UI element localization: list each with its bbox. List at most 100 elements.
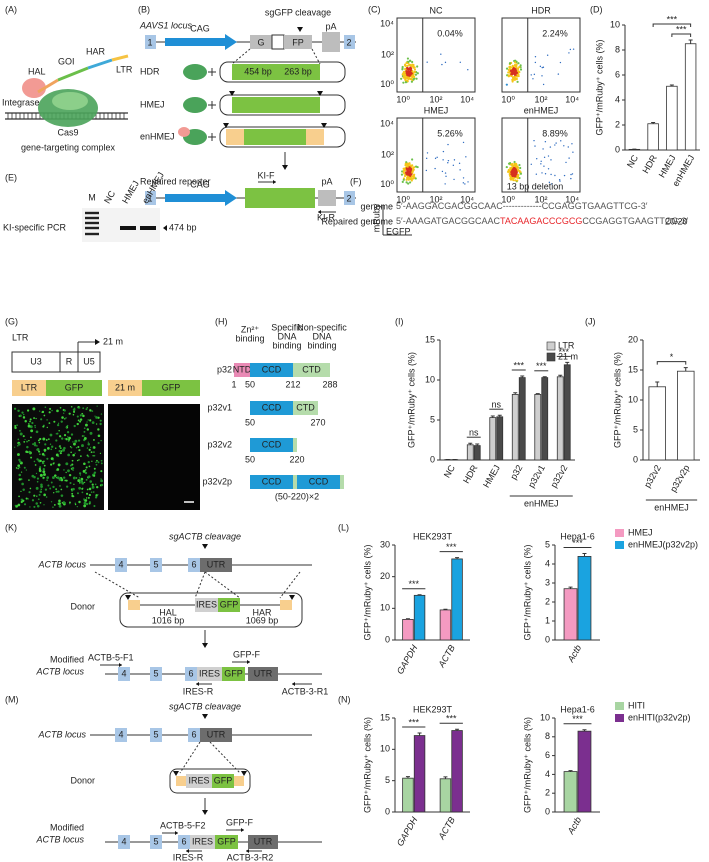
cell xyxy=(59,485,61,487)
cell xyxy=(14,424,17,427)
arrow-head xyxy=(241,828,244,832)
cut-marker xyxy=(202,714,208,719)
event-dot xyxy=(444,172,447,174)
label: 6 xyxy=(188,668,193,678)
event-dot xyxy=(507,170,510,173)
sequence-part: ------------- xyxy=(503,201,542,211)
bar xyxy=(518,377,526,461)
event-dot xyxy=(519,166,522,170)
event-dot xyxy=(514,179,517,182)
cell xyxy=(25,450,28,454)
significance-label: *** xyxy=(446,542,457,552)
label: enHMEJ xyxy=(524,105,559,115)
event-dot xyxy=(554,174,556,177)
cell xyxy=(60,420,63,423)
cell xyxy=(14,504,17,507)
cell xyxy=(26,445,29,449)
cell xyxy=(28,423,30,425)
label: 6 xyxy=(181,836,186,846)
arrow-head xyxy=(247,660,250,664)
cell xyxy=(20,471,23,473)
cell xyxy=(90,446,92,448)
label: sgGFP cleavage xyxy=(265,7,331,17)
event-dot xyxy=(442,150,445,153)
cell xyxy=(20,490,22,492)
significance-label: ns xyxy=(469,428,479,438)
exon xyxy=(188,558,200,572)
cell xyxy=(35,486,39,490)
error-bar xyxy=(417,594,422,596)
significance-label: *** xyxy=(676,24,687,34)
y-tick-label: 15 xyxy=(628,364,638,374)
cell xyxy=(46,426,48,429)
cell xyxy=(37,498,40,501)
exon xyxy=(197,667,222,681)
domain xyxy=(250,438,293,452)
ladder-band xyxy=(85,232,99,236)
cell xyxy=(43,493,46,497)
cell xyxy=(28,479,30,481)
bar xyxy=(451,558,463,641)
event-dot xyxy=(406,57,410,60)
cell xyxy=(87,419,89,421)
label: binding xyxy=(235,333,264,343)
cell xyxy=(99,422,102,426)
tick-label: 10² xyxy=(381,149,394,159)
panel-label: (B) xyxy=(138,4,150,14)
cell xyxy=(30,456,33,459)
cell xyxy=(30,429,34,433)
cell xyxy=(79,420,82,423)
event-dot xyxy=(400,77,403,80)
label: CCD xyxy=(262,476,282,486)
bar xyxy=(451,730,463,813)
event-dot xyxy=(403,76,406,79)
label: 212 xyxy=(285,379,300,389)
event-dot xyxy=(516,179,519,182)
box xyxy=(245,188,315,208)
label: HDR xyxy=(140,66,160,76)
cell xyxy=(67,440,70,442)
event-dot xyxy=(412,166,416,169)
panel-label: (D) xyxy=(590,4,603,14)
significance-label: * xyxy=(670,352,674,362)
bar xyxy=(534,393,542,461)
label: HMEJ xyxy=(140,99,165,109)
axis-label: EGFP xyxy=(386,226,411,236)
cell xyxy=(14,446,16,448)
cell xyxy=(58,430,60,432)
cell xyxy=(31,474,35,478)
event-dot xyxy=(532,78,534,80)
panel-label: (M) xyxy=(5,694,19,704)
panel-label: (A) xyxy=(5,4,17,14)
event-dot xyxy=(510,163,513,166)
label: CTD xyxy=(302,364,321,374)
box xyxy=(128,600,140,610)
event-dot xyxy=(505,165,508,169)
donor-segment xyxy=(37,78,59,94)
cell xyxy=(26,440,29,443)
cell xyxy=(56,476,60,480)
label: 8.89% xyxy=(542,128,568,138)
tick-label: 10⁰ xyxy=(380,79,394,89)
label: pA xyxy=(321,176,332,186)
label: LTR xyxy=(21,382,38,392)
event-dot xyxy=(413,173,416,176)
event-dot xyxy=(514,61,517,64)
cell xyxy=(34,424,36,427)
cell xyxy=(60,450,63,453)
y-tick-label: 1 xyxy=(545,615,550,625)
box xyxy=(271,34,285,50)
cell xyxy=(47,447,50,450)
event-dot xyxy=(408,166,411,169)
event-dot xyxy=(411,60,414,64)
chart-title: Hepa1-6 xyxy=(560,531,595,541)
exon xyxy=(150,558,162,572)
y-tick-label: 10 xyxy=(540,712,550,722)
label: p32 xyxy=(217,364,232,374)
cell xyxy=(50,463,53,466)
event-dot xyxy=(407,182,410,185)
x-tick-label: GAPDH xyxy=(395,643,420,676)
event-dot xyxy=(408,174,412,177)
cell xyxy=(35,417,37,420)
